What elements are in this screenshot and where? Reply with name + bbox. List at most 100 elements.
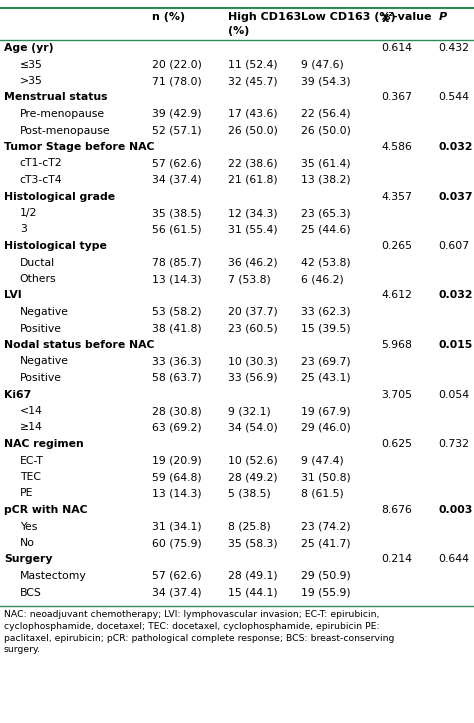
Text: 13 (38.2): 13 (38.2) <box>301 175 351 185</box>
Text: 4.357: 4.357 <box>382 192 412 202</box>
Text: 25 (41.7): 25 (41.7) <box>301 538 351 548</box>
Text: 60 (75.9): 60 (75.9) <box>152 538 201 548</box>
Text: 34 (37.4): 34 (37.4) <box>152 588 201 597</box>
Text: cT3-cT4: cT3-cT4 <box>20 175 63 185</box>
Text: 63 (69.2): 63 (69.2) <box>152 422 201 432</box>
Text: 28 (49.2): 28 (49.2) <box>228 472 277 482</box>
Text: 0.614: 0.614 <box>382 43 412 53</box>
Text: Yes: Yes <box>20 521 37 531</box>
Text: TEC: TEC <box>20 472 41 482</box>
Text: 35 (38.5): 35 (38.5) <box>152 208 201 218</box>
Text: LVI: LVI <box>4 291 21 301</box>
Text: 0.003: 0.003 <box>438 505 473 515</box>
Text: High CD163: High CD163 <box>228 12 301 22</box>
Text: 33 (62.3): 33 (62.3) <box>301 307 351 317</box>
Text: 39 (42.9): 39 (42.9) <box>152 109 201 119</box>
Text: 59 (64.8): 59 (64.8) <box>152 472 201 482</box>
Text: 12 (34.3): 12 (34.3) <box>228 208 277 218</box>
Text: Nodal status before NAC: Nodal status before NAC <box>4 340 155 350</box>
Text: χ²-value: χ²-value <box>382 12 432 22</box>
Text: Negative: Negative <box>20 307 69 317</box>
Text: 33 (36.3): 33 (36.3) <box>152 356 201 367</box>
Text: 19 (20.9): 19 (20.9) <box>152 455 201 466</box>
Text: 57 (62.6): 57 (62.6) <box>152 571 201 581</box>
Text: 53 (58.2): 53 (58.2) <box>152 307 201 317</box>
Text: 29 (50.9): 29 (50.9) <box>301 571 351 581</box>
Text: 3.705: 3.705 <box>382 390 412 400</box>
Text: PE: PE <box>20 489 33 498</box>
Text: 4.586: 4.586 <box>382 142 412 152</box>
Text: 25 (43.1): 25 (43.1) <box>301 373 351 383</box>
Text: 56 (61.5): 56 (61.5) <box>152 225 201 234</box>
Text: Ki67: Ki67 <box>4 390 31 400</box>
Text: <14: <14 <box>20 406 43 416</box>
Text: 0.265: 0.265 <box>382 241 412 251</box>
Text: 31 (55.4): 31 (55.4) <box>228 225 277 234</box>
Text: 8.676: 8.676 <box>382 505 412 515</box>
Text: 9 (32.1): 9 (32.1) <box>228 406 270 416</box>
Text: 57 (62.6): 57 (62.6) <box>152 158 201 168</box>
Text: 35 (58.3): 35 (58.3) <box>228 538 277 548</box>
Text: 25 (44.6): 25 (44.6) <box>301 225 351 234</box>
Text: 0.032: 0.032 <box>438 291 473 301</box>
Text: Positive: Positive <box>20 323 62 333</box>
Text: cT1-cT2: cT1-cT2 <box>20 158 63 168</box>
Text: 10 (52.6): 10 (52.6) <box>228 455 277 466</box>
Text: 58 (63.7): 58 (63.7) <box>152 373 201 383</box>
Text: Pre-menopause: Pre-menopause <box>20 109 105 119</box>
Text: Low CD163 (%): Low CD163 (%) <box>301 12 396 22</box>
Text: 8 (25.8): 8 (25.8) <box>228 521 270 531</box>
Text: 34 (37.4): 34 (37.4) <box>152 175 201 185</box>
Text: 6 (46.2): 6 (46.2) <box>301 274 344 284</box>
Text: 7 (53.8): 7 (53.8) <box>228 274 270 284</box>
Text: 26 (50.0): 26 (50.0) <box>228 126 277 135</box>
Text: 78 (85.7): 78 (85.7) <box>152 257 201 268</box>
Text: (%): (%) <box>228 26 249 36</box>
Text: EC-T: EC-T <box>20 455 44 466</box>
Text: 29 (46.0): 29 (46.0) <box>301 422 351 432</box>
Text: 20 (22.0): 20 (22.0) <box>152 59 201 69</box>
Text: 22 (38.6): 22 (38.6) <box>228 158 277 168</box>
Text: 32 (45.7): 32 (45.7) <box>228 76 277 86</box>
Text: 0.432: 0.432 <box>438 43 469 53</box>
Text: Mastectomy: Mastectomy <box>20 571 87 581</box>
Text: 4.612: 4.612 <box>382 291 412 301</box>
Text: Others: Others <box>20 274 56 284</box>
Text: 39 (54.3): 39 (54.3) <box>301 76 351 86</box>
Text: 10 (30.3): 10 (30.3) <box>228 356 277 367</box>
Text: ≥14: ≥14 <box>20 422 43 432</box>
Text: Negative: Negative <box>20 356 69 367</box>
Text: 11 (52.4): 11 (52.4) <box>228 59 277 69</box>
Text: 0.054: 0.054 <box>438 390 470 400</box>
Text: Ductal: Ductal <box>20 257 55 268</box>
Text: 0.032: 0.032 <box>438 142 473 152</box>
Text: 0.607: 0.607 <box>438 241 470 251</box>
Text: 8 (61.5): 8 (61.5) <box>301 489 344 498</box>
Text: P: P <box>438 12 447 22</box>
Text: 0.644: 0.644 <box>438 555 469 565</box>
Text: 23 (74.2): 23 (74.2) <box>301 521 351 531</box>
Text: 9 (47.4): 9 (47.4) <box>301 455 344 466</box>
Text: Tumor Stage before NAC: Tumor Stage before NAC <box>4 142 155 152</box>
Text: 1/2: 1/2 <box>20 208 37 218</box>
Text: 52 (57.1): 52 (57.1) <box>152 126 201 135</box>
Text: 15 (44.1): 15 (44.1) <box>228 588 277 597</box>
Text: NAC: neoadjuvant chemotherapy; LVI: lymphovascular invasion; EC-T: epirubicin,
c: NAC: neoadjuvant chemotherapy; LVI: lymp… <box>4 610 394 654</box>
Text: 26 (50.0): 26 (50.0) <box>301 126 351 135</box>
Text: 22 (56.4): 22 (56.4) <box>301 109 351 119</box>
Text: 28 (30.8): 28 (30.8) <box>152 406 201 416</box>
Text: 21 (61.8): 21 (61.8) <box>228 175 277 185</box>
Text: 0.214: 0.214 <box>382 555 412 565</box>
Text: 23 (69.7): 23 (69.7) <box>301 356 351 367</box>
Text: 42 (53.8): 42 (53.8) <box>301 257 351 268</box>
Text: pCR with NAC: pCR with NAC <box>4 505 87 515</box>
Text: 28 (49.1): 28 (49.1) <box>228 571 277 581</box>
Text: 0.367: 0.367 <box>382 93 412 103</box>
Text: Post-menopause: Post-menopause <box>20 126 110 135</box>
Text: 23 (65.3): 23 (65.3) <box>301 208 351 218</box>
Text: 34 (54.0): 34 (54.0) <box>228 422 277 432</box>
Text: 9 (47.6): 9 (47.6) <box>301 59 344 69</box>
Text: Age (yr): Age (yr) <box>4 43 53 53</box>
Text: 13 (14.3): 13 (14.3) <box>152 489 201 498</box>
Text: 0.625: 0.625 <box>382 439 412 449</box>
